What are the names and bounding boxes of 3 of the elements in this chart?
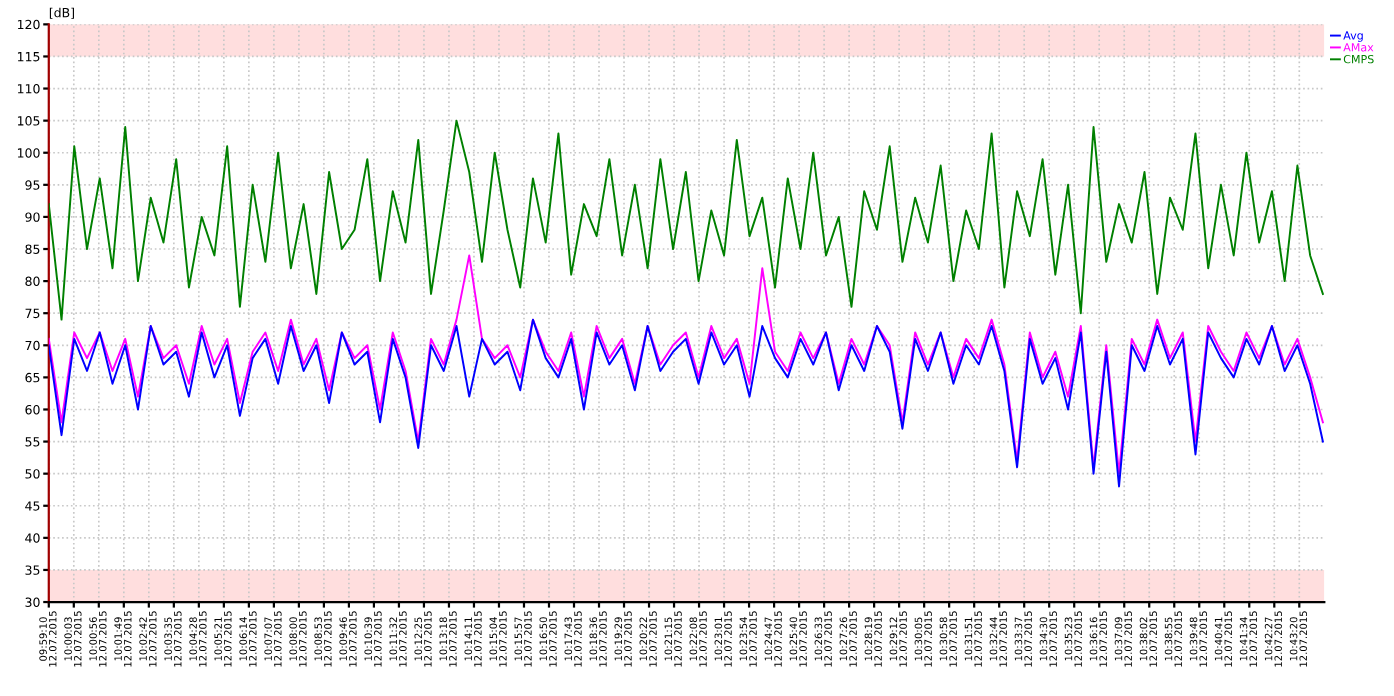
line-series xyxy=(48,119,1324,321)
line-series xyxy=(48,254,1324,475)
line-series xyxy=(48,318,1324,488)
